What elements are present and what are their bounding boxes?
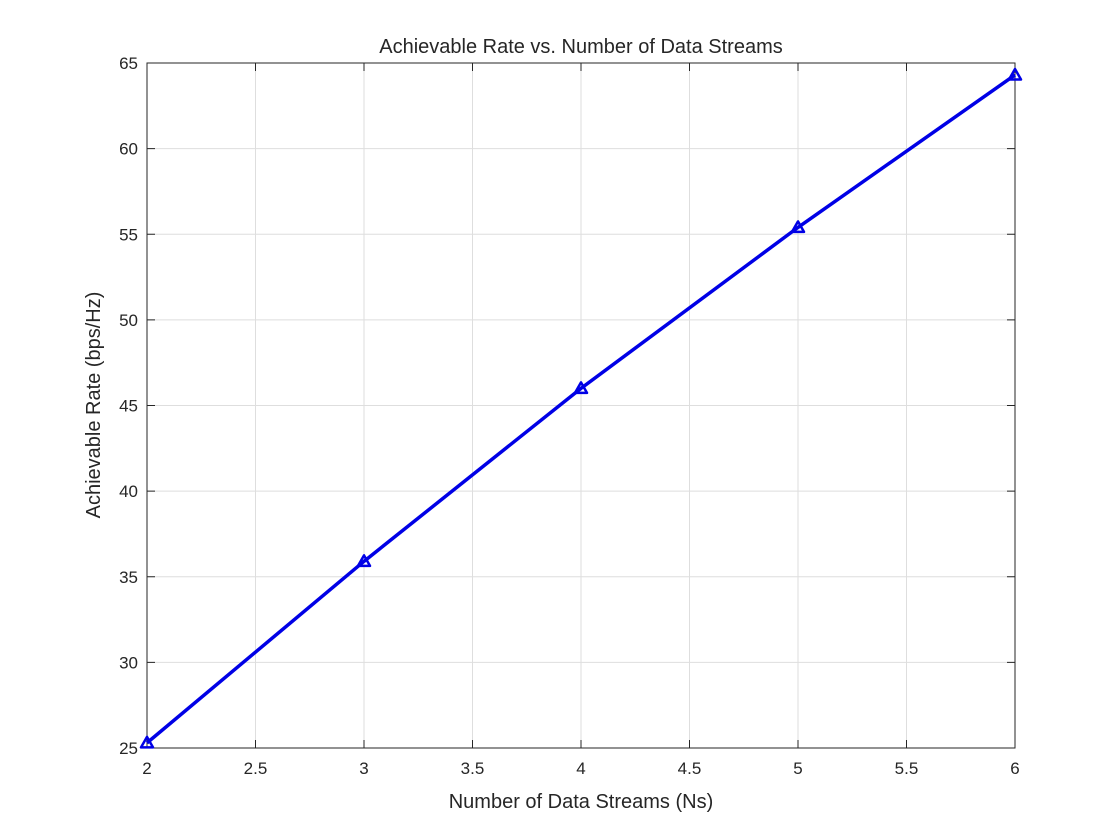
x-tick-labels: 2 2.5 3 3.5 4 4.5 5 5.5 6: [142, 759, 1019, 778]
x-tick-label: 5: [793, 759, 802, 778]
y-tick-label: 60: [119, 140, 138, 159]
y-tick-label: 55: [119, 225, 138, 244]
y-tick-label: 65: [119, 54, 138, 73]
y-tick-label: 50: [119, 311, 138, 330]
x-tick-label: 4.5: [678, 759, 702, 778]
x-tick-label: 2.5: [244, 759, 268, 778]
data-point-marker: [139, 735, 155, 749]
x-tick-label: 4: [576, 759, 585, 778]
x-tick-label: 3.5: [461, 759, 485, 778]
grid-lines: [146, 62, 1016, 749]
x-tick-label: 5.5: [895, 759, 919, 778]
y-axis-label: Achievable Rate (bps/Hz): [83, 292, 105, 519]
y-tick-label: 25: [119, 739, 138, 758]
x-tick-label: 6: [1010, 759, 1019, 778]
x-tick-label: 2: [142, 759, 151, 778]
x-tick-label: 3: [359, 759, 368, 778]
y-tick-label: 30: [119, 653, 138, 672]
data-point-marker: [790, 220, 806, 234]
chart-title: Achievable Rate vs. Number of Data Strea…: [379, 36, 783, 58]
series-line: [145, 73, 1017, 745]
y-tick-label: 40: [119, 482, 138, 501]
x-axis-label: Number of Data Streams (Ns): [449, 791, 714, 813]
y-tick-label: 35: [119, 568, 138, 587]
y-tick-labels: 25 30 35 40 45 50 55 60 65: [119, 54, 138, 758]
tick-marks: [146, 62, 1016, 749]
data-point-marker: [356, 554, 372, 568]
series-group: [139, 67, 1023, 749]
data-point-marker: [573, 381, 589, 395]
data-point-marker: [1007, 67, 1023, 81]
y-tick-label: 45: [119, 397, 138, 416]
